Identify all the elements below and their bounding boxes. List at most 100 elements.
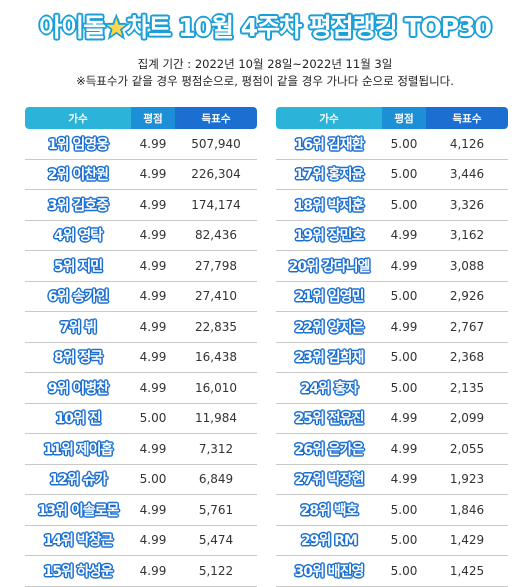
table-row: 26위 은가은 4.99 2,055 xyxy=(276,434,508,465)
score-cell: 4.99 xyxy=(139,350,167,365)
votes-cell: 16,438 xyxy=(195,350,237,365)
table-row: 17위 홍지윤 5.00 3,446 xyxy=(276,160,508,190)
votes-cell: 6,849 xyxy=(198,472,234,487)
table-row: 24위 홍자 5.00 2,135 xyxy=(276,373,508,404)
table-row: 5위 지민 4.99 27,798 xyxy=(25,251,257,282)
singer-name: 20위 강다니엘 xyxy=(288,258,371,275)
table-row: 7위 뷔 4.99 22,835 xyxy=(25,312,257,343)
table-row: 11위 제이홉 4.99 7,312 xyxy=(25,434,257,465)
singer-name: 22위 양지은 xyxy=(294,319,365,336)
votes-cell: 82,436 xyxy=(195,228,237,243)
singer-name: 30위 배진영 xyxy=(294,563,365,580)
table-row: 2위 이찬원 4.99 226,304 xyxy=(25,160,257,190)
votes-cell: 27,798 xyxy=(195,258,237,273)
votes-cell: 5,761 xyxy=(198,502,234,517)
votes-cell: 1,425 xyxy=(449,563,485,578)
singer-name: 5위 지민 xyxy=(53,258,103,275)
score-cell: 4.99 xyxy=(139,441,167,456)
score-cell: 5.00 xyxy=(390,533,418,548)
votes-cell: 174,174 xyxy=(191,197,241,212)
score-cell: 4.99 xyxy=(139,258,167,273)
singer-name: 26위 은가은 xyxy=(294,441,365,458)
votes-cell: 2,926 xyxy=(449,289,485,304)
score-cell: 5.00 xyxy=(390,380,418,395)
score-cell: 4.99 xyxy=(390,228,418,243)
score-cell: 4.99 xyxy=(390,411,418,426)
singer-name: 21위 임영민 xyxy=(294,289,365,306)
score-cell: 5.00 xyxy=(390,289,418,304)
singer-name: 11위 제이홉 xyxy=(43,441,114,458)
singer-name: 13위 이솔로몬 xyxy=(37,502,120,519)
singer-name: 16위 김재환 xyxy=(294,136,365,153)
table-row: 1위 임영웅 4.99 507,940 xyxy=(25,129,257,160)
score-cell: 5.00 xyxy=(390,563,418,578)
score-cell: 5.00 xyxy=(390,167,418,182)
table-row: 9위 이병찬 4.99 16,010 xyxy=(25,373,257,404)
singer-name: 10위 진 xyxy=(55,411,101,428)
votes-cell: 3,446 xyxy=(449,167,485,182)
ranking-table-right: 가수 평점 득표수 16위 김재환 5.00 4,126 17위 홍지윤 5.00 3,4… xyxy=(276,107,508,587)
score-cell: 5.00 xyxy=(390,197,418,212)
votes-cell: 5,122 xyxy=(198,563,234,578)
singer-name: 12위 슈가 xyxy=(49,472,108,489)
score-cell: 4.99 xyxy=(139,380,167,395)
page-title: 아이돌★차트 10월 4주차 평점랭킹 TOP30 xyxy=(0,8,530,44)
votes-cell: 3,162 xyxy=(449,228,485,243)
votes-cell: 1,429 xyxy=(449,533,485,548)
votes-cell: 3,088 xyxy=(449,258,485,273)
score-cell: 4.99 xyxy=(139,319,167,334)
votes-cell: 2,368 xyxy=(449,350,485,365)
singer-name: 18위 박지훈 xyxy=(294,197,365,214)
votes-cell: 507,940 xyxy=(191,136,241,151)
votes-cell: 226,304 xyxy=(191,167,241,182)
score-cell: 4.99 xyxy=(139,563,167,578)
table-row: 16위 김재환 5.00 4,126 xyxy=(276,129,508,160)
votes-cell: 27,410 xyxy=(195,289,237,304)
table-row: 6위 송가인 4.99 27,410 xyxy=(25,282,257,312)
votes-cell: 2,099 xyxy=(449,411,485,426)
score-cell: 4.99 xyxy=(139,502,167,517)
ranking-table-left: 가수 평점 득표수 1위 임영웅 4.99 507,940 2위 이찬원 4.99 226… xyxy=(25,107,257,587)
votes-cell: 3,326 xyxy=(449,197,485,212)
singer-name: 24위 홍자 xyxy=(300,380,359,397)
sorting-note: ※득표수가 같을 경우 평점순으로, 평점이 같을 경우 가나다 순으로 정렬됩… xyxy=(76,74,454,88)
table-rows: 16위 김재환 5.00 4,126 17위 홍지윤 5.00 3,446 18위 박지훈 5… xyxy=(276,129,508,587)
table-row: 3위 김호중 4.99 174,174 xyxy=(25,190,257,221)
singer-name: 6위 송가인 xyxy=(47,289,109,306)
singer-name: 29위 RM xyxy=(301,533,358,550)
table-row: 28위 백호 5.00 1,846 xyxy=(276,495,508,526)
table-row: 14위 박창근 4.99 5,474 xyxy=(25,526,257,556)
table-row: 12위 슈가 5.00 6,849 xyxy=(25,465,257,495)
votes-cell: 1,846 xyxy=(449,502,485,517)
singer-name: 4위 영탁 xyxy=(53,228,103,245)
singer-name: 25위 전유진 xyxy=(294,411,365,428)
singer-name: 19위 장민호 xyxy=(294,228,365,245)
title-star-icon: ★ xyxy=(104,12,130,44)
table-row: 22위 양지은 4.99 2,767 xyxy=(276,312,508,343)
table-row: 20위 강다니엘 4.99 3,088 xyxy=(276,251,508,282)
table-row: 18위 박지훈 5.00 3,326 xyxy=(276,190,508,221)
votes-cell: 4,126 xyxy=(449,136,485,151)
table-header: 가수 평점 득표수 xyxy=(276,107,508,129)
votes-cell: 1,923 xyxy=(449,472,485,487)
singer-name: 17위 홍지윤 xyxy=(294,167,365,184)
score-cell: 5.00 xyxy=(139,472,167,487)
singer-name: 28위 백호 xyxy=(300,502,359,519)
votes-cell: 11,984 xyxy=(195,411,237,426)
table-row: 8위 정국 4.99 16,438 xyxy=(25,343,257,373)
singer-name: 8위 정국 xyxy=(53,350,103,367)
table-row: 13위 이솔로몬 4.99 5,761 xyxy=(25,495,257,526)
header-votes: 득표수 xyxy=(175,107,257,129)
table-row: 15위 하성운 4.99 5,122 xyxy=(25,556,257,587)
votes-cell: 5,474 xyxy=(198,533,234,548)
table-row: 25위 전유진 4.99 2,099 xyxy=(276,404,508,434)
table-row: 19위 장민호 4.99 3,162 xyxy=(276,221,508,251)
score-cell: 5.00 xyxy=(390,350,418,365)
score-cell: 4.99 xyxy=(139,136,167,151)
header-singer: 가수 xyxy=(276,107,382,129)
singer-name: 23위 김희재 xyxy=(294,350,365,367)
title-part-1: 아이돌 xyxy=(38,12,108,44)
votes-cell: 22,835 xyxy=(195,319,237,334)
title-part-2: 차트 10월 4주차 평점랭킹 TOP30 xyxy=(125,12,493,44)
score-cell: 4.99 xyxy=(390,258,418,273)
